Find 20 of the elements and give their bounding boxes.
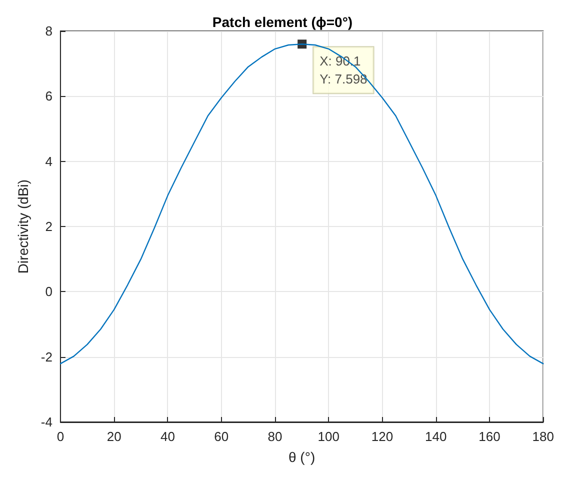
- x-tick-label: 120: [371, 429, 394, 444]
- x-tick-label: 20: [106, 429, 122, 444]
- x-tick-label: 160: [478, 429, 500, 444]
- y-tick-label: 8: [45, 24, 52, 38]
- y-tick-label: 4: [45, 154, 52, 169]
- x-tick-label: 140: [425, 429, 447, 444]
- x-tick-label: 60: [214, 429, 229, 444]
- x-tick-label: 180: [532, 429, 554, 444]
- y-tick-label: 6: [45, 88, 52, 104]
- y-tick-label: -2: [40, 349, 52, 364]
- x-axis-title: θ (°): [288, 449, 316, 465]
- y-axis-title: Directivity (dBi): [15, 179, 31, 274]
- y-tick-label: -4: [40, 414, 52, 430]
- y-tick-label: 0: [45, 284, 52, 300]
- x-tick-label: 80: [268, 429, 282, 444]
- x-tick-label: 40: [160, 429, 175, 444]
- chart-title: Patch element (ϕ=0°): [212, 14, 353, 30]
- x-tick-label: 100: [318, 429, 340, 444]
- x-tick-label: 0: [56, 429, 64, 444]
- y-tick-label: 2: [45, 219, 52, 234]
